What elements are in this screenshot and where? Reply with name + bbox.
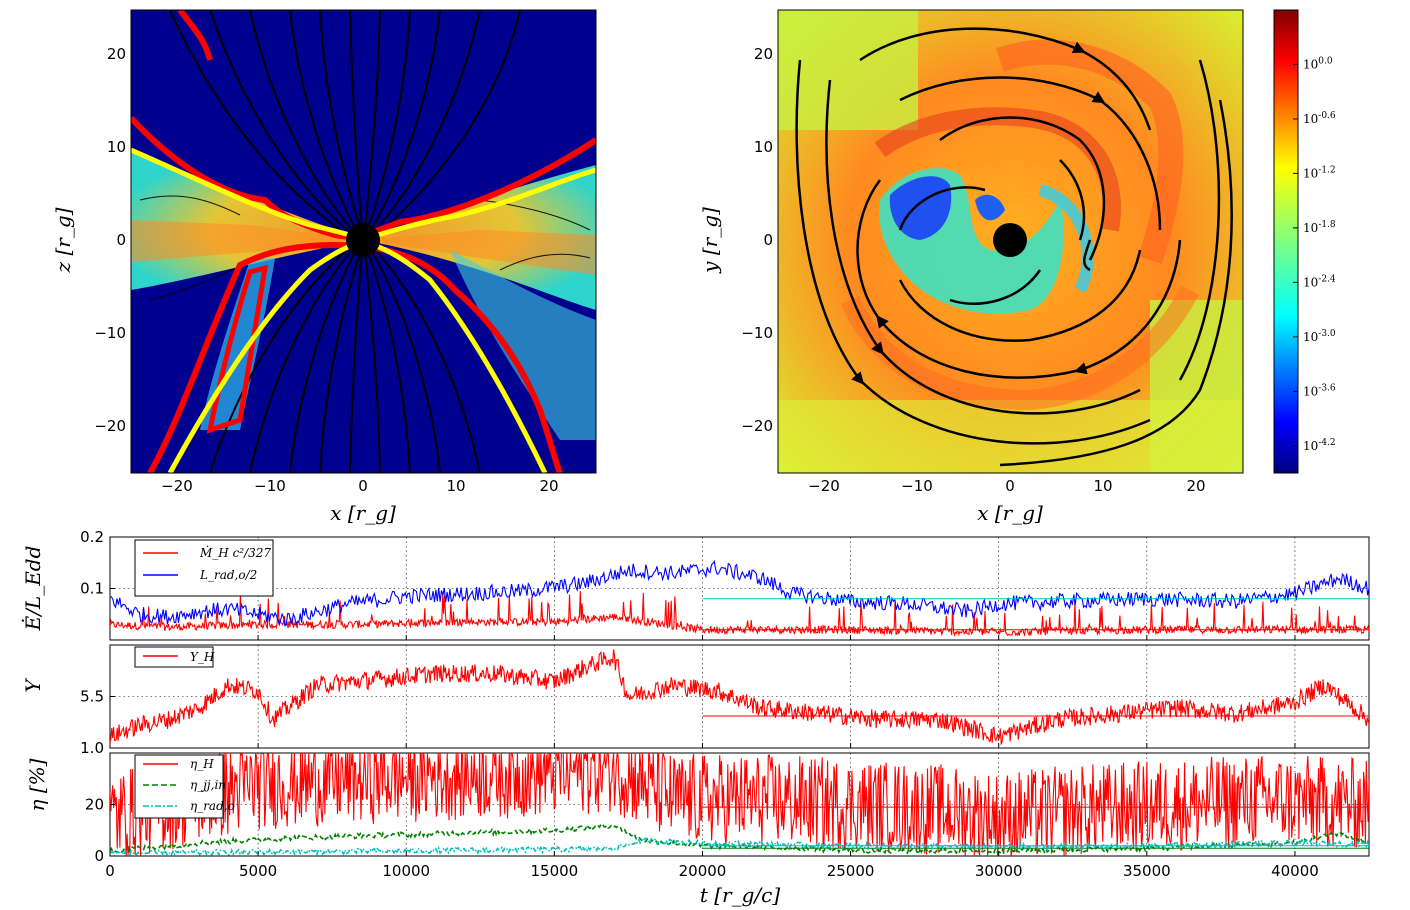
equatorial-black-hole	[993, 223, 1027, 257]
equatorial-panel: −20 −10 0 10 20 20 10 0 −10 −20 x [r_g] …	[698, 9, 1244, 525]
efficiency-legend-label: η_jj,in	[190, 778, 226, 792]
upsilon-ylabel: Υ	[21, 678, 45, 693]
upsilon-ytick: 1.0	[80, 739, 104, 757]
time-xtick: 5000	[239, 862, 277, 880]
meridional-xlabel: x [r_g]	[330, 501, 396, 525]
energy-series-line	[110, 559, 1369, 627]
colorbar-gradient	[1273, 9, 1299, 474]
time-xtick: 40000	[1271, 862, 1319, 880]
energy-panel: 0.2 0.1 Ė/L_Edd Ṁ_H c²/327 L_rad,o/2	[21, 528, 1370, 641]
meridional-xtick: 20	[539, 477, 558, 495]
efficiency-series-line	[110, 753, 1369, 856]
meridional-black-hole	[346, 223, 380, 257]
upsilon-panel: 5.5 1.0 Υ Υ_H	[21, 644, 1370, 757]
time-xlabel: t [r_g/c]	[700, 883, 781, 907]
efficiency-legend-label: η_H	[190, 757, 214, 771]
meridional-ytick: −10	[94, 324, 126, 342]
meridional-xtick: −20	[161, 477, 193, 495]
equatorial-xtick: 20	[1186, 477, 1205, 495]
equatorial-xlabel: x [r_g]	[977, 501, 1043, 525]
colorbar-tick-label: 10-0.6	[1303, 111, 1336, 126]
equatorial-ytick: −10	[741, 324, 773, 342]
time-xtick: 10000	[382, 862, 430, 880]
colorbar-tick-label: 10-4.2	[1303, 438, 1336, 453]
energy-ytick: 0.2	[80, 528, 104, 546]
equatorial-xtick: −20	[808, 477, 840, 495]
equatorial-xtick: 0	[1005, 477, 1015, 495]
energy-legend-label: Ṁ_H c²/327	[199, 545, 271, 560]
energy-ytick: 0.1	[80, 580, 104, 598]
equatorial-ylabel: y [r_g]	[698, 207, 722, 274]
equatorial-xticks: −20 −10 0 10 20	[808, 477, 1205, 495]
efficiency-ytick: 20	[85, 796, 104, 814]
upsilon-ytick: 5.5	[80, 688, 104, 706]
meridional-frame	[130, 9, 597, 474]
time-xtick: 35000	[1123, 862, 1171, 880]
equatorial-ytick: 20	[754, 45, 773, 63]
efficiency-panel: 20 00 5000 10000 15000 20000 25000 30000 35000 40…	[25, 752, 1370, 907]
colorbar-tick-label: 100.0	[1303, 56, 1333, 71]
meridional-ytick: 20	[107, 45, 126, 63]
meridional-xticks: −20 −10 0 10 20	[161, 477, 558, 495]
meridional-xtick: 10	[446, 477, 465, 495]
meridional-field-lines	[169, 10, 521, 473]
efficiency-ylabel: η [%]	[25, 758, 49, 811]
meridional-panel: −20 −10 0 10 20 20 10 0 −10 −20 x [r_g] …	[51, 9, 597, 525]
upsilon-legend: Υ_H	[134, 646, 215, 668]
equatorial-streamlines	[795, 27, 1233, 467]
equatorial-ytick: −20	[741, 417, 773, 435]
energy-legend-label: L_rad,o/2	[199, 568, 257, 582]
equatorial-ytick: 0	[763, 231, 773, 249]
energy-legend: Ṁ_H c²/327 L_rad,o/2	[134, 539, 274, 597]
meridional-xtick: 0	[358, 477, 368, 495]
meridional-xtick: −10	[254, 477, 286, 495]
equatorial-ytick: 10	[754, 138, 773, 156]
equatorial-yticks: 20 10 0 −10 −20	[741, 45, 773, 435]
efficiency-legend-label: η_rad,o	[190, 799, 235, 813]
colorbar-labels: 100.0 10-0.6 10-1.2 10-1.8 10-2.4 10-3.0 10-3.…	[1293, 56, 1336, 453]
energy-series-line	[110, 591, 1369, 638]
time-xtick: 25000	[827, 862, 875, 880]
meridional-ytick: −20	[94, 417, 126, 435]
equatorial-frame	[777, 9, 1244, 474]
colorbar-tick-label: 10-3.0	[1303, 329, 1336, 344]
meridional-ylabel: z [r_g]	[51, 207, 75, 273]
time-xtick: 15000	[530, 862, 578, 880]
colorbar: 100.0 10-0.6 10-1.2 10-1.8 10-2.4 10-3.0 10-3.…	[1273, 9, 1336, 474]
efficiency-legend: η_H η_jj,in η_rad,o	[134, 754, 235, 819]
meridional-ytick: 10	[107, 138, 126, 156]
meridional-ytick: 0	[116, 231, 126, 249]
upsilon-legend-label: Υ_H	[190, 650, 215, 664]
colorbar-tick-label: 10-2.4	[1303, 274, 1336, 289]
colorbar-tick-label: 10-1.8	[1303, 220, 1336, 235]
equatorial-xtick: 10	[1093, 477, 1112, 495]
energy-ylabel: Ė/L_Edd	[21, 546, 45, 632]
colorbar-tick-label: 10-3.6	[1303, 383, 1336, 398]
meridional-red-contour	[131, 115, 596, 240]
meridional-yticks: 20 10 0 −10 −20	[94, 45, 126, 435]
colorbar-tick-label: 10-1.2	[1303, 165, 1336, 180]
upsilon-series-line	[110, 649, 1369, 746]
equatorial-xtick: −10	[901, 477, 933, 495]
meridional-lower-funnel-right	[450, 250, 596, 440]
time-xtick: 20000	[679, 862, 727, 880]
time-xtick: 0	[105, 862, 115, 880]
time-xtick: 30000	[975, 862, 1023, 880]
efficiency-ytick: 0	[94, 847, 104, 865]
